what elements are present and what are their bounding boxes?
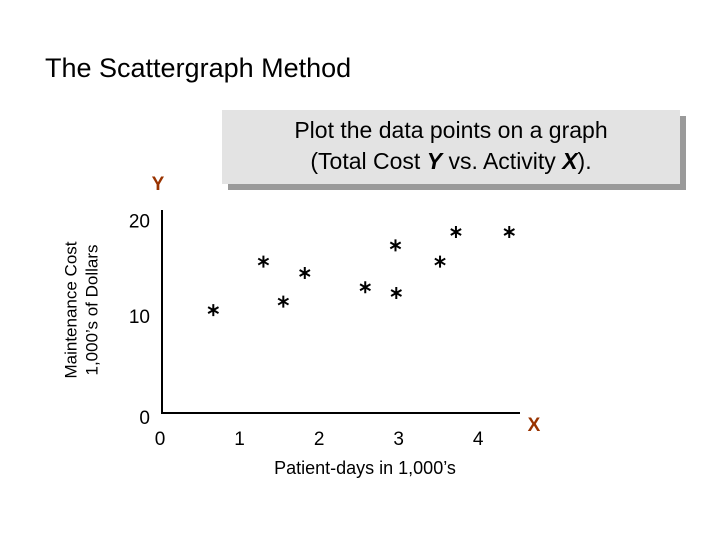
x-tick-label: 1 (234, 429, 245, 450)
x-tick-label: 4 (473, 429, 484, 450)
data-point (503, 226, 515, 239)
y-axis-title: Maintenance Cost 1,000’s of Dollars (61, 241, 101, 378)
callout-symbol: Y (427, 148, 445, 174)
callout-line: Plot the data points on a graph (294, 117, 607, 143)
x-axis-symbol: X (528, 415, 541, 436)
data-point (359, 281, 371, 294)
callout-line: (Total Cost Y vs. Activity X). (310, 148, 591, 174)
callout-box (222, 110, 680, 184)
data-point (277, 295, 290, 308)
slide-title: The Scattergraph Method (45, 53, 351, 83)
x-tick-label: 3 (393, 429, 404, 450)
y-axis-symbol: Y (152, 174, 165, 195)
y-tick-label: 20 (129, 212, 150, 233)
x-axis-title: Patient-days in 1,000’s (274, 458, 456, 478)
callout-text: (Total Cost (310, 148, 426, 174)
data-point (389, 239, 402, 252)
callout-text: vs. Activity (442, 148, 562, 174)
data-point (257, 255, 270, 268)
data-point (450, 226, 462, 239)
y-tick-label: 0 (139, 408, 150, 429)
x-tick-label: 2 (314, 429, 325, 450)
data-point (299, 267, 311, 279)
data-point (207, 304, 219, 317)
x-tick-label: 0 (155, 429, 166, 450)
y-axis-title-line: Maintenance Cost (61, 241, 80, 378)
callout-symbol: X (560, 148, 579, 174)
y-axis-title-line: 1,000’s of Dollars (82, 244, 101, 375)
data-point (390, 287, 402, 299)
data-point (434, 255, 446, 268)
callout-text: ). (578, 148, 592, 174)
y-tick-label: 10 (129, 307, 150, 328)
